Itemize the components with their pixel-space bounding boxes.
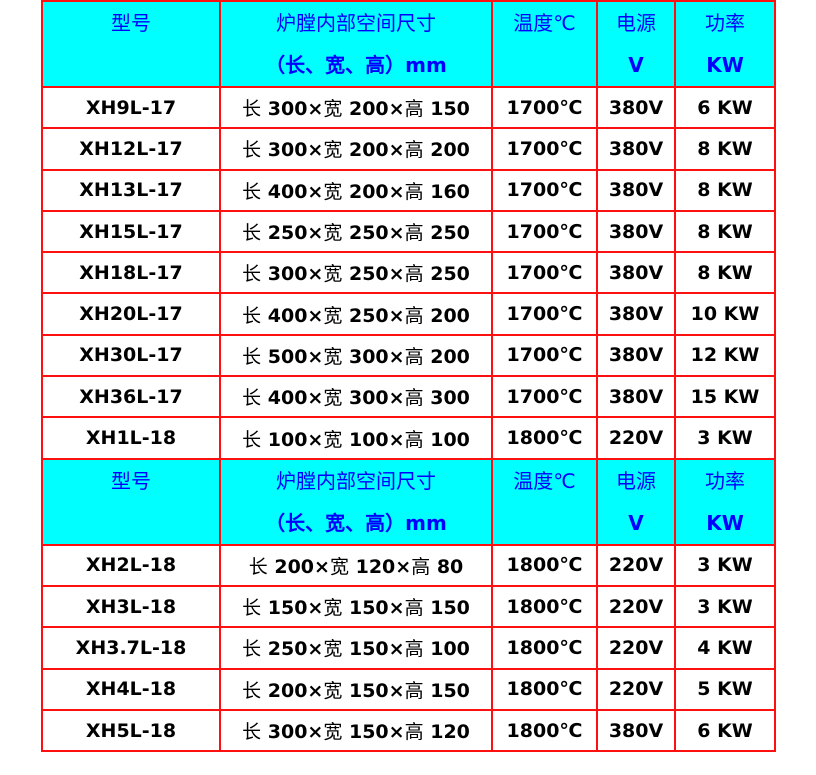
power-cell: 12 KW [674, 333, 776, 378]
size-cell: 长 100×宽 100×高 100 [219, 416, 493, 460]
temp-cell: 1700℃ [491, 85, 598, 130]
size-cell: 长 500×宽 300×高 200 [219, 333, 493, 378]
power-cell: 8 KW [674, 127, 776, 171]
model-cell: XH1L-18 [41, 416, 221, 460]
voltage-cell: 220V [596, 667, 676, 711]
header-row: 型号 炉膛内部空间尺寸 （长、宽、高）mm 温度℃ 电源 V 功率 KW [41, 0, 776, 88]
power-cell: 3 KW [674, 543, 776, 587]
size-cell: 长 200×宽 120×高 80 [219, 543, 493, 587]
power-cell: 3 KW [674, 416, 776, 460]
model-cell: XH5L-18 [41, 708, 221, 753]
table-row: XH13L-17 长 400×宽 200×高 160 1700℃ 380V 8 … [41, 168, 776, 212]
temp-cell: 1800℃ [491, 626, 598, 670]
temp-cell: 1800℃ [491, 543, 598, 587]
model-cell: XH36L-17 [41, 375, 221, 419]
voltage-cell: 220V [596, 626, 676, 670]
size-cell: 长 400×宽 300×高 300 [219, 375, 493, 419]
size-cell: 长 400×宽 200×高 160 [219, 168, 493, 212]
voltage-cell: 380V [596, 168, 676, 212]
power-cell: 8 KW [674, 251, 776, 295]
model-cell: XH3.7L-18 [41, 626, 221, 670]
voltage-cell: 380V [596, 85, 676, 130]
voltage-cell: 220V [596, 416, 676, 460]
temp-cell: 1700℃ [491, 292, 598, 336]
voltage-cell: 220V [596, 584, 676, 629]
temp-cell: 1700℃ [491, 127, 598, 171]
header-model: 型号 [41, 0, 221, 88]
power-cell: 8 KW [674, 168, 776, 212]
size-cell: 长 300×宽 150×高 120 [219, 708, 493, 753]
header-size: 炉膛内部空间尺寸 （长、宽、高）mm [219, 0, 493, 88]
header-model: 型号 [41, 457, 221, 546]
table-row: XH15L-17 长 250×宽 250×高 250 1700℃ 380V 8 … [41, 209, 776, 254]
table-row: XH18L-17 长 300×宽 250×高 250 1700℃ 380V 8 … [41, 251, 776, 295]
size-cell: 长 300×宽 200×高 200 [219, 127, 493, 171]
header-power: 电源 V [596, 457, 676, 546]
model-cell: XH20L-17 [41, 292, 221, 336]
model-cell: XH30L-17 [41, 333, 221, 378]
size-cell: 长 300×宽 200×高 150 [219, 85, 493, 130]
table-row: XH2L-18 长 200×宽 120×高 80 1800℃ 220V 3 KW [41, 543, 776, 587]
table-row: XH30L-17 长 500×宽 300×高 200 1700℃ 380V 12… [41, 333, 776, 378]
header-temp: 温度℃ [491, 0, 598, 88]
table-row: XH1L-18 长 100×宽 100×高 100 1800℃ 220V 3 K… [41, 416, 776, 460]
power-cell: 6 KW [674, 708, 776, 753]
size-cell: 长 400×宽 250×高 200 [219, 292, 493, 336]
model-cell: XH12L-17 [41, 127, 221, 171]
power-cell: 5 KW [674, 667, 776, 711]
temp-cell: 1800℃ [491, 708, 598, 753]
header-row: 型号 炉膛内部空间尺寸 （长、宽、高）mm 温度℃ 电源 V 功率 KW [41, 457, 776, 546]
table-row: XH5L-18 长 300×宽 150×高 120 1800℃ 380V 6 K… [41, 708, 776, 753]
temp-cell: 1700℃ [491, 168, 598, 212]
table-row: XH3.7L-18 长 250×宽 150×高 100 1800℃ 220V 4… [41, 626, 776, 670]
temp-cell: 1800℃ [491, 667, 598, 711]
header-temp: 温度℃ [491, 457, 598, 546]
temp-cell: 1700℃ [491, 333, 598, 378]
table-row: XH3L-18 长 150×宽 150×高 150 1800℃ 220V 3 K… [41, 584, 776, 629]
table-row: XH4L-18 长 200×宽 150×高 150 1800℃ 220V 5 K… [41, 667, 776, 711]
model-cell: XH2L-18 [41, 543, 221, 587]
temp-cell: 1700℃ [491, 209, 598, 254]
model-cell: XH4L-18 [41, 667, 221, 711]
size-cell: 长 200×宽 150×高 150 [219, 667, 493, 711]
power-cell: 3 KW [674, 584, 776, 629]
temp-cell: 1800℃ [491, 584, 598, 629]
header-watt: 功率 KW [674, 457, 776, 546]
model-cell: XH3L-18 [41, 584, 221, 629]
table-row: XH20L-17 长 400×宽 250×高 200 1700℃ 380V 10… [41, 292, 776, 336]
header-power: 电源 V [596, 0, 676, 88]
power-cell: 10 KW [674, 292, 776, 336]
model-cell: XH13L-17 [41, 168, 221, 212]
size-cell: 长 250×宽 150×高 100 [219, 626, 493, 670]
voltage-cell: 380V [596, 708, 676, 753]
size-cell: 长 150×宽 150×高 150 [219, 584, 493, 629]
table-row: XH36L-17 长 400×宽 300×高 300 1700℃ 380V 15… [41, 375, 776, 419]
voltage-cell: 380V [596, 127, 676, 171]
size-cell: 长 250×宽 250×高 250 [219, 209, 493, 254]
size-cell: 长 300×宽 250×高 250 [219, 251, 493, 295]
power-cell: 15 KW [674, 375, 776, 419]
power-cell: 4 KW [674, 626, 776, 670]
model-cell: XH15L-17 [41, 209, 221, 254]
voltage-cell: 380V [596, 251, 676, 295]
voltage-cell: 380V [596, 292, 676, 336]
voltage-cell: 380V [596, 333, 676, 378]
voltage-cell: 380V [596, 375, 676, 419]
voltage-cell: 380V [596, 209, 676, 254]
table-row: XH9L-17 长 300×宽 200×高 150 1700℃ 380V 6 K… [41, 85, 776, 130]
spec-table: 型号 炉膛内部空间尺寸 （长、宽、高）mm 温度℃ 电源 V 功率 KW XH9L-1… [41, 0, 776, 753]
power-cell: 6 KW [674, 85, 776, 130]
power-cell: 8 KW [674, 209, 776, 254]
header-watt: 功率 KW [674, 0, 776, 88]
table-row: XH12L-17 长 300×宽 200×高 200 1700℃ 380V 8 … [41, 127, 776, 171]
voltage-cell: 220V [596, 543, 676, 587]
temp-cell: 1700℃ [491, 251, 598, 295]
model-cell: XH18L-17 [41, 251, 221, 295]
temp-cell: 1800℃ [491, 416, 598, 460]
temp-cell: 1700℃ [491, 375, 598, 419]
header-size: 炉膛内部空间尺寸 （长、宽、高）mm [219, 457, 493, 546]
model-cell: XH9L-17 [41, 85, 221, 130]
